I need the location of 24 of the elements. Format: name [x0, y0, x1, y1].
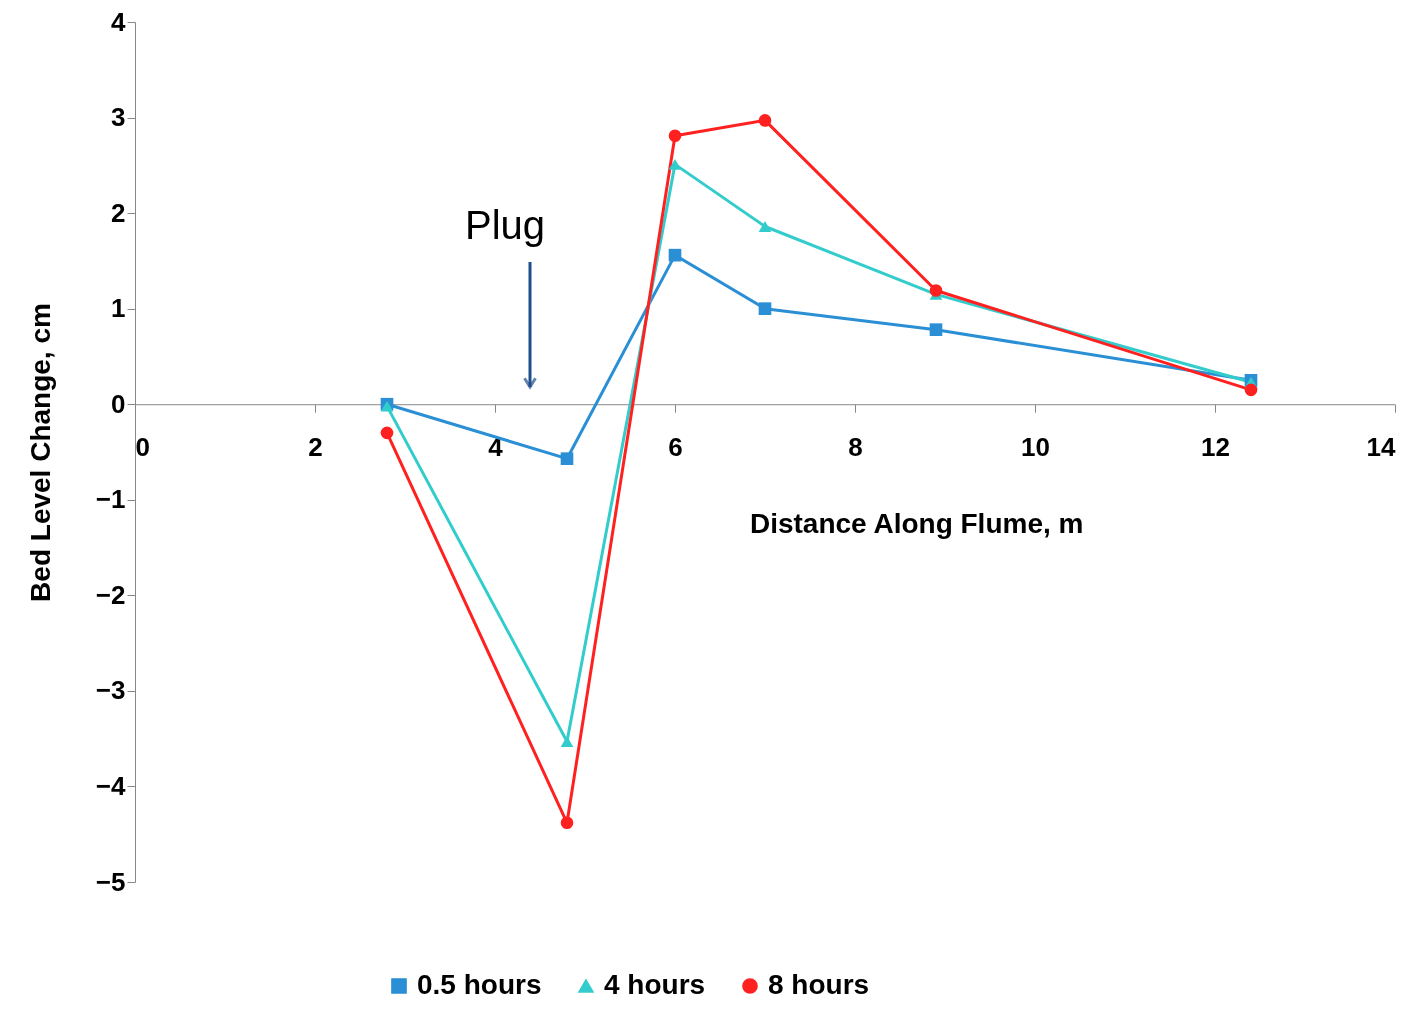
x-tick-label: 12	[1201, 431, 1230, 462]
y-tick-label: −4	[95, 770, 127, 801]
x-tick-label: 8	[848, 431, 863, 462]
x-tick-label: 10	[1021, 431, 1050, 462]
y-tick-label: 3	[111, 102, 126, 133]
y-tick-label: 1	[111, 293, 126, 324]
x-tick-label: 2	[308, 431, 323, 462]
y-tick-label: 2	[111, 197, 126, 228]
legend-label: 8 hours	[768, 969, 870, 1000]
legend-label: 4 hours	[604, 969, 706, 1000]
x-axis-title: Distance Along Flume, m	[749, 507, 1084, 539]
x-tick-label: 0	[135, 431, 150, 462]
x-tick-label: 4	[488, 431, 504, 462]
x-tick-label: 14	[1366, 431, 1397, 462]
y-axis-title: Bed Level Change, cm	[24, 303, 56, 602]
y-tick-label: −3	[95, 675, 126, 706]
y-tick-label: 0	[111, 388, 126, 419]
legend-label: 0.5 hours	[417, 969, 542, 1000]
annotation: Plug	[464, 203, 546, 247]
x-tick-label: 6	[668, 431, 683, 462]
y-tick-label: −1	[95, 484, 126, 515]
y-tick-label: −5	[95, 866, 126, 897]
y-tick-label: 4	[111, 6, 127, 37]
y-tick-label: −2	[95, 579, 126, 610]
